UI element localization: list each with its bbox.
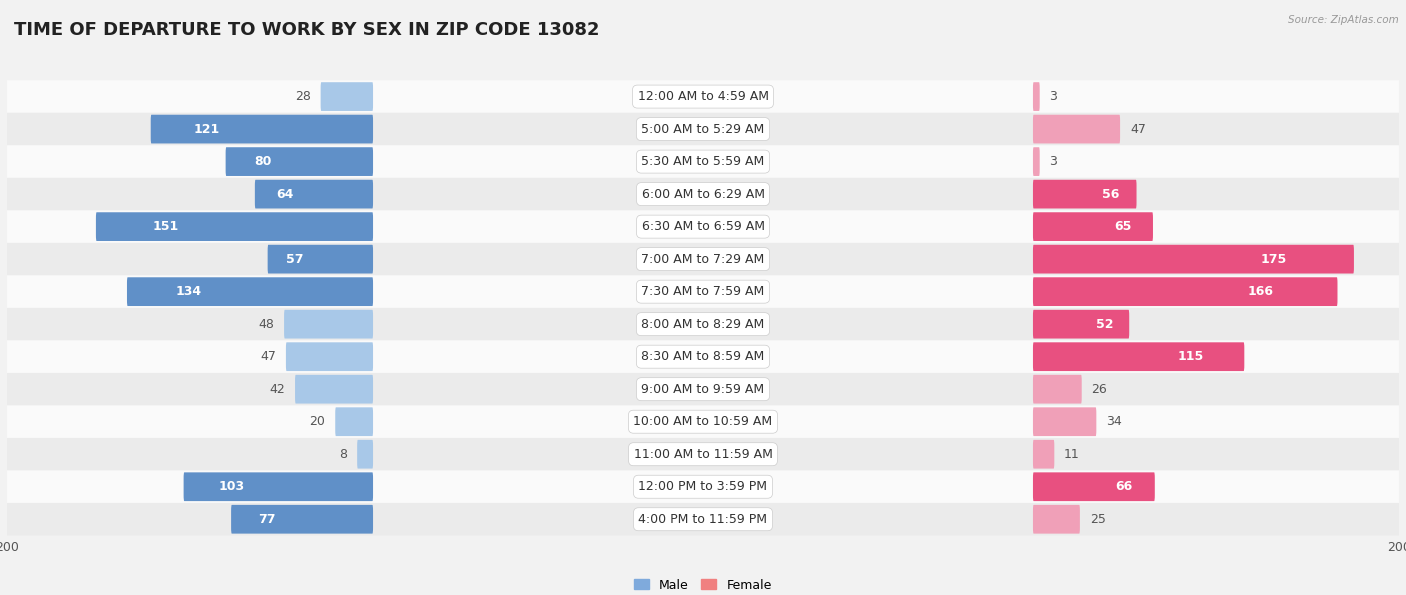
Text: 65: 65 bbox=[1114, 220, 1132, 233]
Text: 80: 80 bbox=[254, 155, 271, 168]
Text: 3: 3 bbox=[1049, 90, 1057, 103]
FancyBboxPatch shape bbox=[267, 245, 373, 274]
FancyBboxPatch shape bbox=[1033, 472, 1154, 501]
Text: 11:00 AM to 11:59 AM: 11:00 AM to 11:59 AM bbox=[634, 447, 772, 461]
Text: 52: 52 bbox=[1097, 318, 1114, 331]
Legend: Male, Female: Male, Female bbox=[630, 574, 776, 595]
Text: TIME OF DEPARTURE TO WORK BY SEX IN ZIP CODE 13082: TIME OF DEPARTURE TO WORK BY SEX IN ZIP … bbox=[14, 21, 599, 39]
Text: 121: 121 bbox=[194, 123, 219, 136]
FancyBboxPatch shape bbox=[7, 275, 1399, 308]
FancyBboxPatch shape bbox=[127, 277, 373, 306]
FancyBboxPatch shape bbox=[7, 308, 1399, 340]
FancyBboxPatch shape bbox=[7, 80, 1399, 113]
FancyBboxPatch shape bbox=[7, 178, 1399, 211]
FancyBboxPatch shape bbox=[7, 113, 1399, 145]
Text: 6:00 AM to 6:29 AM: 6:00 AM to 6:29 AM bbox=[641, 187, 765, 201]
Text: 57: 57 bbox=[285, 253, 304, 265]
FancyBboxPatch shape bbox=[7, 503, 1399, 536]
Text: 42: 42 bbox=[270, 383, 285, 396]
FancyBboxPatch shape bbox=[1033, 147, 1039, 176]
FancyBboxPatch shape bbox=[96, 212, 373, 241]
Text: 12:00 PM to 3:59 PM: 12:00 PM to 3:59 PM bbox=[638, 480, 768, 493]
Text: 64: 64 bbox=[276, 187, 294, 201]
Text: Source: ZipAtlas.com: Source: ZipAtlas.com bbox=[1288, 15, 1399, 25]
FancyBboxPatch shape bbox=[7, 438, 1399, 471]
Text: 115: 115 bbox=[1178, 350, 1205, 363]
FancyBboxPatch shape bbox=[1033, 375, 1081, 403]
Text: 47: 47 bbox=[260, 350, 276, 363]
Text: 11: 11 bbox=[1064, 447, 1080, 461]
Text: 5:00 AM to 5:29 AM: 5:00 AM to 5:29 AM bbox=[641, 123, 765, 136]
Text: 34: 34 bbox=[1107, 415, 1122, 428]
FancyBboxPatch shape bbox=[1033, 180, 1136, 208]
FancyBboxPatch shape bbox=[1033, 277, 1337, 306]
Text: 56: 56 bbox=[1102, 187, 1119, 201]
FancyBboxPatch shape bbox=[1033, 310, 1129, 339]
Text: 7:00 AM to 7:29 AM: 7:00 AM to 7:29 AM bbox=[641, 253, 765, 265]
Text: 7:30 AM to 7:59 AM: 7:30 AM to 7:59 AM bbox=[641, 285, 765, 298]
FancyBboxPatch shape bbox=[1033, 245, 1354, 274]
FancyBboxPatch shape bbox=[335, 408, 373, 436]
FancyBboxPatch shape bbox=[7, 373, 1399, 405]
FancyBboxPatch shape bbox=[1033, 342, 1244, 371]
Text: 151: 151 bbox=[152, 220, 179, 233]
Text: 4:00 PM to 11:59 PM: 4:00 PM to 11:59 PM bbox=[638, 513, 768, 526]
FancyBboxPatch shape bbox=[1033, 115, 1121, 143]
Text: 134: 134 bbox=[176, 285, 202, 298]
FancyBboxPatch shape bbox=[285, 342, 373, 371]
Text: 48: 48 bbox=[259, 318, 274, 331]
Text: 20: 20 bbox=[309, 415, 325, 428]
FancyBboxPatch shape bbox=[321, 82, 373, 111]
Text: 8:30 AM to 8:59 AM: 8:30 AM to 8:59 AM bbox=[641, 350, 765, 363]
Text: 28: 28 bbox=[295, 90, 311, 103]
FancyBboxPatch shape bbox=[357, 440, 373, 469]
Text: 6:30 AM to 6:59 AM: 6:30 AM to 6:59 AM bbox=[641, 220, 765, 233]
FancyBboxPatch shape bbox=[231, 505, 373, 534]
FancyBboxPatch shape bbox=[254, 180, 373, 208]
FancyBboxPatch shape bbox=[1033, 408, 1097, 436]
Text: 175: 175 bbox=[1260, 253, 1286, 265]
FancyBboxPatch shape bbox=[184, 472, 373, 501]
FancyBboxPatch shape bbox=[225, 147, 373, 176]
Text: 103: 103 bbox=[218, 480, 245, 493]
FancyBboxPatch shape bbox=[295, 375, 373, 403]
Text: 5:30 AM to 5:59 AM: 5:30 AM to 5:59 AM bbox=[641, 155, 765, 168]
FancyBboxPatch shape bbox=[7, 405, 1399, 438]
FancyBboxPatch shape bbox=[7, 243, 1399, 275]
Text: 25: 25 bbox=[1090, 513, 1105, 526]
FancyBboxPatch shape bbox=[7, 211, 1399, 243]
FancyBboxPatch shape bbox=[1033, 82, 1039, 111]
Text: 10:00 AM to 10:59 AM: 10:00 AM to 10:59 AM bbox=[634, 415, 772, 428]
Text: 3: 3 bbox=[1049, 155, 1057, 168]
FancyBboxPatch shape bbox=[284, 310, 373, 339]
Text: 166: 166 bbox=[1249, 285, 1274, 298]
FancyBboxPatch shape bbox=[1033, 440, 1054, 469]
Text: 77: 77 bbox=[259, 513, 276, 526]
FancyBboxPatch shape bbox=[150, 115, 373, 143]
FancyBboxPatch shape bbox=[7, 471, 1399, 503]
Text: 66: 66 bbox=[1115, 480, 1133, 493]
Text: 8:00 AM to 8:29 AM: 8:00 AM to 8:29 AM bbox=[641, 318, 765, 331]
Text: 9:00 AM to 9:59 AM: 9:00 AM to 9:59 AM bbox=[641, 383, 765, 396]
Text: 26: 26 bbox=[1091, 383, 1108, 396]
Text: 47: 47 bbox=[1130, 123, 1146, 136]
Text: 12:00 AM to 4:59 AM: 12:00 AM to 4:59 AM bbox=[637, 90, 769, 103]
FancyBboxPatch shape bbox=[1033, 212, 1153, 241]
FancyBboxPatch shape bbox=[7, 340, 1399, 373]
FancyBboxPatch shape bbox=[1033, 505, 1080, 534]
FancyBboxPatch shape bbox=[7, 145, 1399, 178]
Text: 8: 8 bbox=[339, 447, 347, 461]
